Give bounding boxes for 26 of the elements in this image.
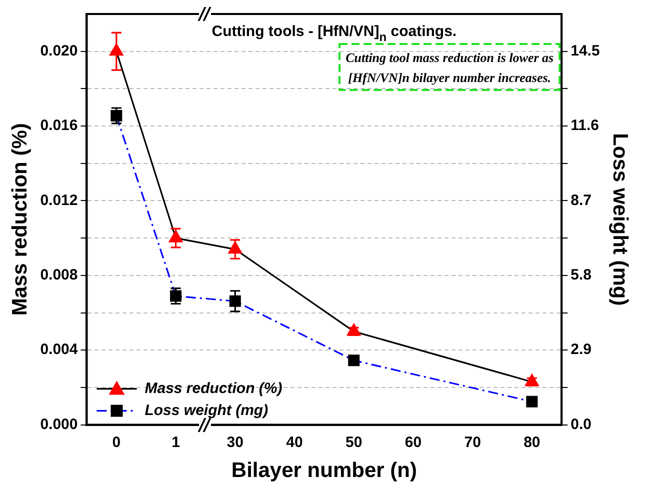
x-tick-label: 1 <box>172 434 180 451</box>
annotation: Cutting tool mass reduction is lower as [HfN/VN]n bilayer number increases. <box>346 50 554 85</box>
legend-label: Mass reduction (%) <box>144 380 282 397</box>
x-tick-label: 60 <box>404 434 422 451</box>
y-tick-label: 0.000 <box>40 416 78 433</box>
y-tick-label: 0.004 <box>40 341 78 358</box>
x-tick-label: 0 <box>112 434 121 451</box>
y-tick-label: 0.008 <box>40 266 78 284</box>
y2-tick-label: 11.6 <box>570 117 599 134</box>
y2-axis-title: Loss weight (mg) <box>608 133 632 306</box>
x-tick-label: 40 <box>286 434 303 451</box>
x-tick-label: 70 <box>464 434 481 451</box>
y2-tick-label: 2.9 <box>570 341 592 358</box>
y-tick-label: 0.012 <box>40 192 78 209</box>
x-axis-title: Bilayer number (n) <box>231 459 417 482</box>
y2-tick-label: 5.8 <box>570 266 592 284</box>
y2-tick-label: 8.7 <box>570 192 592 209</box>
y2-tick-label: 14.5 <box>570 42 600 60</box>
x-tick-label: 30 <box>226 434 244 451</box>
y-tick-label: 0.016 <box>40 117 78 134</box>
legend-label: Loss weight (mg) <box>144 402 268 419</box>
x-tick-label: 50 <box>346 434 362 451</box>
y-tick-label: 0.020 <box>40 42 78 60</box>
y2-tick-label: 0.0 <box>570 416 592 433</box>
y-axis-title: Mass reduction (%) <box>8 123 32 316</box>
x-tick-label: 80 <box>524 434 540 451</box>
